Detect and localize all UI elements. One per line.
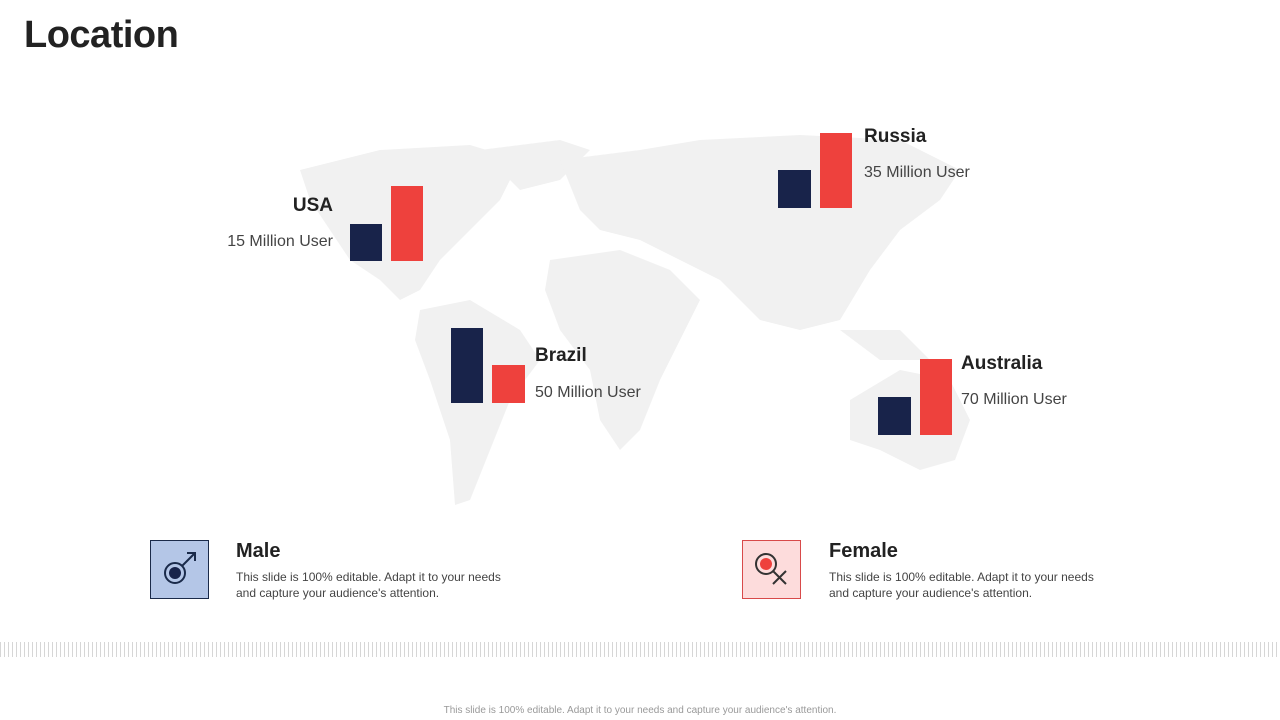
male-bar (878, 397, 911, 435)
legend-title: Female (829, 540, 898, 562)
country-users: 50 Million User (535, 384, 641, 401)
female-icon (742, 540, 801, 599)
country-name: Brazil (535, 345, 587, 366)
legend-text: This slide is 100% editable. Adapt it to… (236, 570, 501, 600)
footer: This slide is 100% editable. Adapt it to… (443, 705, 837, 716)
female-bar (920, 359, 952, 435)
divider (0, 642, 1280, 657)
female-bar (391, 186, 423, 261)
female-bar (492, 365, 525, 403)
country-users: 70 Million User (961, 391, 1067, 408)
female-bar (820, 133, 852, 208)
male-bar (451, 328, 483, 403)
title: Location (24, 14, 179, 56)
legend-title: Male (236, 540, 281, 562)
male-bar (778, 170, 811, 208)
country-name: USA (292, 195, 333, 216)
male-bar (350, 224, 382, 261)
country-name: Australia (961, 353, 1043, 374)
male-icon (150, 540, 209, 599)
country-name: Russia (864, 126, 927, 147)
country-users: 35 Million User (864, 164, 970, 181)
country-users: 15 Million User (227, 233, 333, 250)
legend-text: This slide is 100% editable. Adapt it to… (829, 570, 1094, 600)
